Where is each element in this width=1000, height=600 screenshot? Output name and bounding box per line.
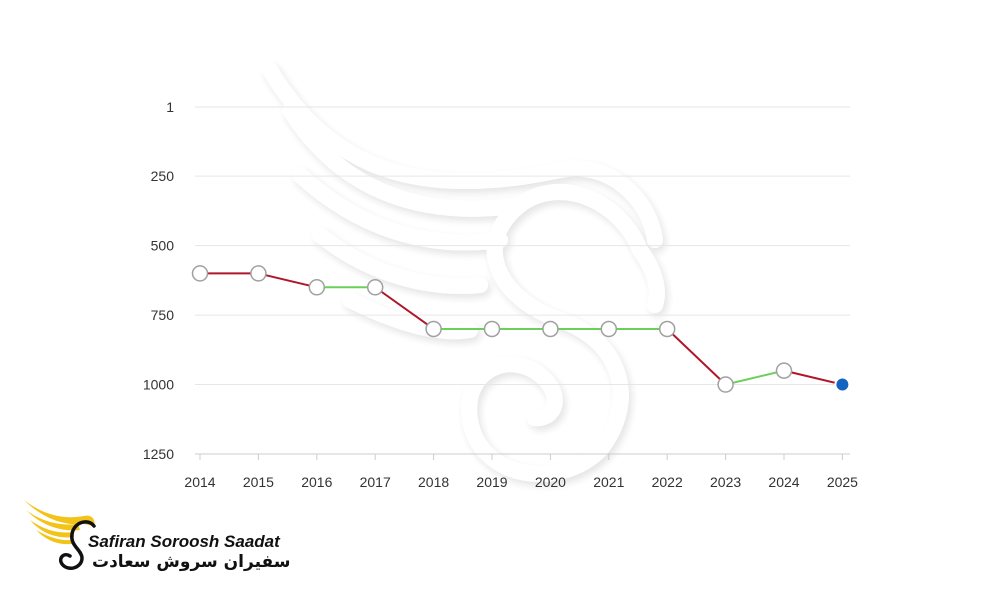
rank-point xyxy=(366,279,384,296)
y-tick-label: 250 xyxy=(151,168,175,184)
y-tick-label: 1250 xyxy=(143,446,174,462)
rank-point xyxy=(483,320,501,338)
rank-point xyxy=(542,320,559,338)
x-tick-label: 2014 xyxy=(184,474,215,490)
x-tick-label: 2015 xyxy=(243,474,274,490)
logo-name-persian: سفیران سروش سعادت xyxy=(92,552,291,572)
x-tick-label: 2018 xyxy=(418,474,449,490)
series-segment xyxy=(374,286,435,330)
x-tick-label: 2025 xyxy=(827,474,858,490)
rank-point xyxy=(775,362,793,379)
x-tick-label: 2016 xyxy=(301,474,332,490)
y-tick-label: 1 xyxy=(166,99,174,115)
company-logo: Safiran Soroosh Saadat سفیران سروش سعادت xyxy=(22,494,292,580)
x-tick-label: 2019 xyxy=(476,474,507,490)
rank-markers xyxy=(191,265,851,393)
golden-bird-logo-icon xyxy=(24,500,96,570)
series-segment xyxy=(783,369,843,386)
x-tick-label: 2017 xyxy=(360,474,391,490)
rank-point xyxy=(250,265,267,282)
rank-point xyxy=(600,320,618,338)
x-tick-label: 2020 xyxy=(535,474,566,490)
x-axis: 2014 2015 2016 2017 2018 2019 2020 2021 2022 2023… xyxy=(184,453,858,490)
rank-point xyxy=(717,376,734,393)
grid-lines xyxy=(195,106,850,455)
y-tick-label: 750 xyxy=(151,307,175,323)
current-rank-point xyxy=(834,376,851,393)
rank-point xyxy=(191,265,209,282)
x-tick-label: 2023 xyxy=(710,474,741,490)
x-tick-label: 2021 xyxy=(593,474,624,490)
x-tick-label: 2024 xyxy=(768,474,799,490)
rank-point xyxy=(308,279,326,296)
y-tick-label: 1000 xyxy=(143,377,174,393)
x-tick-label: 2022 xyxy=(652,474,683,490)
series-segment xyxy=(666,328,727,386)
series-segment xyxy=(725,369,785,386)
rank-point xyxy=(658,320,676,338)
y-tick-label: 500 xyxy=(151,238,175,254)
series-segment xyxy=(258,272,318,289)
rank-series xyxy=(200,272,843,386)
logo-name-english: Safiran Soroosh Saadat xyxy=(88,532,280,551)
watermark-bird-icon xyxy=(262,62,665,482)
rank-point xyxy=(425,320,442,338)
